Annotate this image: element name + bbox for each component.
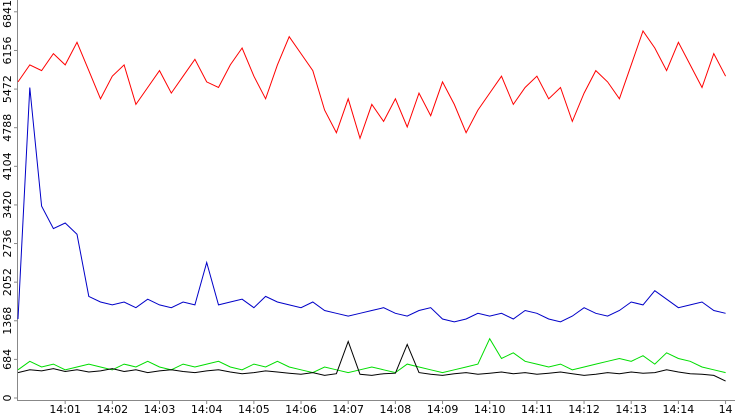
x-tick-label: 14:07 [332,403,364,415]
x-tick-label: 14:01 [49,403,81,415]
series-line [17,29,727,140]
y-tick-label: 4788 [1,114,14,142]
x-tick-label: 14:08 [380,403,412,415]
x-tick-label: 14:12 [568,403,600,415]
series-line [17,87,726,323]
x-tick-label: 14:11 [521,403,553,415]
y-tick-label: 4104 [1,152,14,180]
series-line [17,340,726,382]
x-tick-label: 14:13 [615,403,647,415]
x-tick-label: 14:04 [191,403,223,415]
x-tick-label: 14 [719,403,733,415]
y-tick-label: 3420 [1,191,14,219]
y-tick-label: 1368 [1,307,14,335]
y-tick-label: 0 [1,395,14,402]
y-tick-label: 6841 [1,0,14,28]
x-tick-label: 14:06 [285,403,317,415]
y-tick-label: 2736 [1,230,14,258]
x-tick-label: 14:03 [144,403,176,415]
y-tick-label: 2052 [1,268,14,296]
x-tick-label: 14:02 [96,403,128,415]
series-line [17,337,726,374]
x-tick-label: 14:14 [663,403,695,415]
x-tick-label: 14:10 [474,403,506,415]
x-tick-label: 14:09 [427,403,459,415]
y-tick-label: 684 [1,349,14,370]
y-tick-label: 6156 [1,36,14,64]
y-tick-label: 5472 [1,75,14,103]
x-tick-label: 14:05 [238,403,270,415]
